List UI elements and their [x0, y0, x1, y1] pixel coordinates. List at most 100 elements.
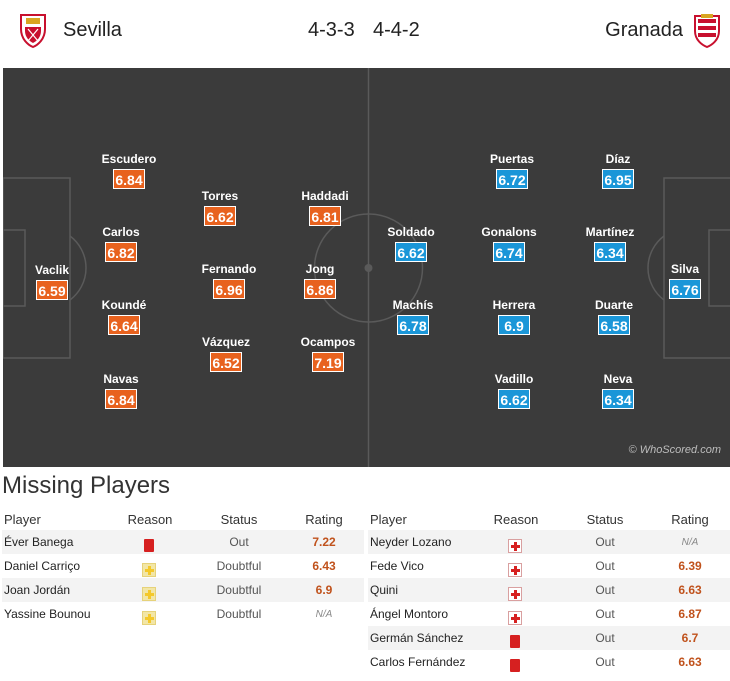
player-name: Puertas	[489, 152, 535, 166]
status-cell: Out	[595, 559, 615, 573]
home-player[interactable]: Jong 6.86	[285, 262, 355, 300]
missing-player-name[interactable]: Carlos Fernández	[370, 655, 466, 669]
player-rating: 6.34	[602, 389, 634, 409]
player-name: Vázquez	[201, 335, 250, 349]
missing-player-name[interactable]: Fede Vico	[370, 559, 424, 573]
red-card-icon	[144, 539, 154, 552]
status-cell: Out	[595, 583, 615, 597]
missing-player-name[interactable]: Joan Jordán	[4, 583, 71, 597]
table-row: Ángel Montoro Out 6.87	[368, 602, 730, 626]
missing-player-name[interactable]: Neyder Lozano	[370, 535, 452, 549]
table-row: Yassine Bounou Doubtful N/A	[2, 602, 364, 626]
table-row: Daniel Carriço Doubtful 6.43	[2, 554, 364, 578]
player-rating: 6.84	[105, 389, 137, 409]
rating-cell: 6.43	[312, 559, 336, 573]
player-rating: 6.86	[304, 279, 336, 299]
col-status: Status	[220, 512, 258, 527]
player-name: Silva	[670, 262, 700, 276]
away-player[interactable]: Vadillo 6.62	[479, 372, 549, 410]
col-rating: Rating	[305, 512, 343, 527]
home-player[interactable]: Haddadi 6.81	[290, 189, 360, 227]
home-player[interactable]: Navas 6.84	[86, 372, 156, 410]
player-rating: 6.78	[397, 315, 429, 335]
home-player[interactable]: Escudero 6.84	[94, 152, 164, 190]
away-player[interactable]: Díaz 6.95	[583, 152, 653, 190]
player-name: Carlos	[102, 225, 140, 239]
missing-player-name[interactable]: Germán Sánchez	[370, 631, 464, 645]
missing-player-name[interactable]: Yassine Bounou	[4, 607, 91, 621]
home-player[interactable]: Ocampos 7.19	[293, 335, 363, 373]
doubtful-icon	[142, 611, 156, 625]
away-player[interactable]: Duarte 6.58	[579, 298, 649, 336]
injury-icon	[508, 587, 522, 601]
col-rating: Rating	[671, 512, 709, 527]
player-rating: 7.19	[312, 352, 344, 372]
away-player[interactable]: Machís 6.78	[378, 298, 448, 336]
away-player[interactable]: Soldado 6.62	[376, 225, 446, 263]
player-rating: 6.95	[602, 169, 634, 189]
table-row: Éver Banega Out 7.22	[2, 530, 364, 554]
away-player[interactable]: Puertas 6.72	[477, 152, 547, 190]
player-rating: 6.74	[493, 242, 525, 262]
missing-player-name[interactable]: Ángel Montoro	[370, 607, 449, 621]
player-rating: 6.34	[594, 242, 626, 262]
player-name: Duarte	[594, 298, 633, 312]
player-rating: 6.72	[496, 169, 528, 189]
status-cell: Out	[595, 607, 615, 621]
injury-icon	[508, 563, 522, 577]
rating-cell: N/A	[681, 537, 699, 548]
player-name: Díaz	[605, 152, 631, 166]
match-header: Sevilla 4-3-3 4-4-2 Granada	[0, 0, 730, 64]
player-name: Torres	[201, 189, 239, 203]
away-player[interactable]: Neva 6.34	[583, 372, 653, 410]
sevilla-crest-icon	[20, 14, 46, 49]
player-rating: 6.58	[598, 315, 630, 335]
away-missing-table: Player Reason Status Rating Neyder Lozan…	[368, 508, 730, 674]
col-player: Player	[4, 512, 41, 527]
injury-icon	[508, 611, 522, 625]
pitch-lines	[3, 68, 730, 467]
away-team-name[interactable]: Granada	[605, 19, 683, 41]
player-rating: 6.64	[108, 315, 140, 335]
player-rating: 6.59	[36, 280, 68, 300]
table-row: Fede Vico Out 6.39	[368, 554, 730, 578]
home-team-name[interactable]: Sevilla	[63, 19, 122, 41]
granada-crest-icon	[694, 14, 720, 49]
player-name: Vadillo	[494, 372, 534, 386]
formation-pitch: Vaclik 6.59 Escudero 6.84 Carlos 6.82 Ko…	[3, 68, 730, 467]
home-player[interactable]: Vázquez 6.52	[191, 335, 261, 373]
col-status: Status	[586, 512, 624, 527]
home-player[interactable]: Koundé 6.64	[89, 298, 159, 336]
doubtful-icon	[142, 563, 156, 577]
col-reason: Reason	[127, 512, 173, 527]
home-player[interactable]: Carlos 6.82	[86, 225, 156, 263]
missing-player-name[interactable]: Éver Banega	[4, 535, 74, 549]
table-row: Quini Out 6.63	[368, 578, 730, 602]
rating-cell: 6.87	[678, 607, 702, 621]
player-rating: 6.9	[498, 315, 530, 335]
missing-player-name[interactable]: Quini	[370, 583, 399, 597]
player-name: Gonalons	[481, 225, 537, 239]
away-player[interactable]: Silva 6.76	[650, 262, 720, 300]
missing-player-name[interactable]: Daniel Carriço	[4, 559, 81, 573]
away-formation: 4-4-2	[373, 19, 420, 41]
whoscored-credit: © WhoScored.com	[628, 444, 721, 456]
status-cell: Doubtful	[216, 583, 262, 597]
player-rating: 6.96	[213, 279, 245, 299]
home-player[interactable]: Fernando 6.96	[194, 262, 264, 300]
status-cell: Out	[595, 655, 615, 669]
player-rating: 6.81	[309, 206, 341, 226]
away-player[interactable]: Herrera 6.9	[479, 298, 549, 336]
injury-icon	[508, 539, 522, 553]
home-player[interactable]: Torres 6.62	[185, 189, 255, 227]
rating-cell: 6.9	[315, 583, 333, 597]
away-player[interactable]: Martínez 6.34	[575, 225, 645, 263]
rating-cell: 6.7	[681, 631, 699, 645]
away-player[interactable]: Gonalons 6.74	[474, 225, 544, 263]
home-player[interactable]: Vaclik 6.59	[17, 263, 87, 301]
player-name: Soldado	[387, 225, 435, 239]
rating-cell: 6.63	[678, 655, 702, 669]
rating-cell: 7.22	[312, 535, 336, 549]
missing-players-title: Missing Players	[2, 472, 171, 499]
